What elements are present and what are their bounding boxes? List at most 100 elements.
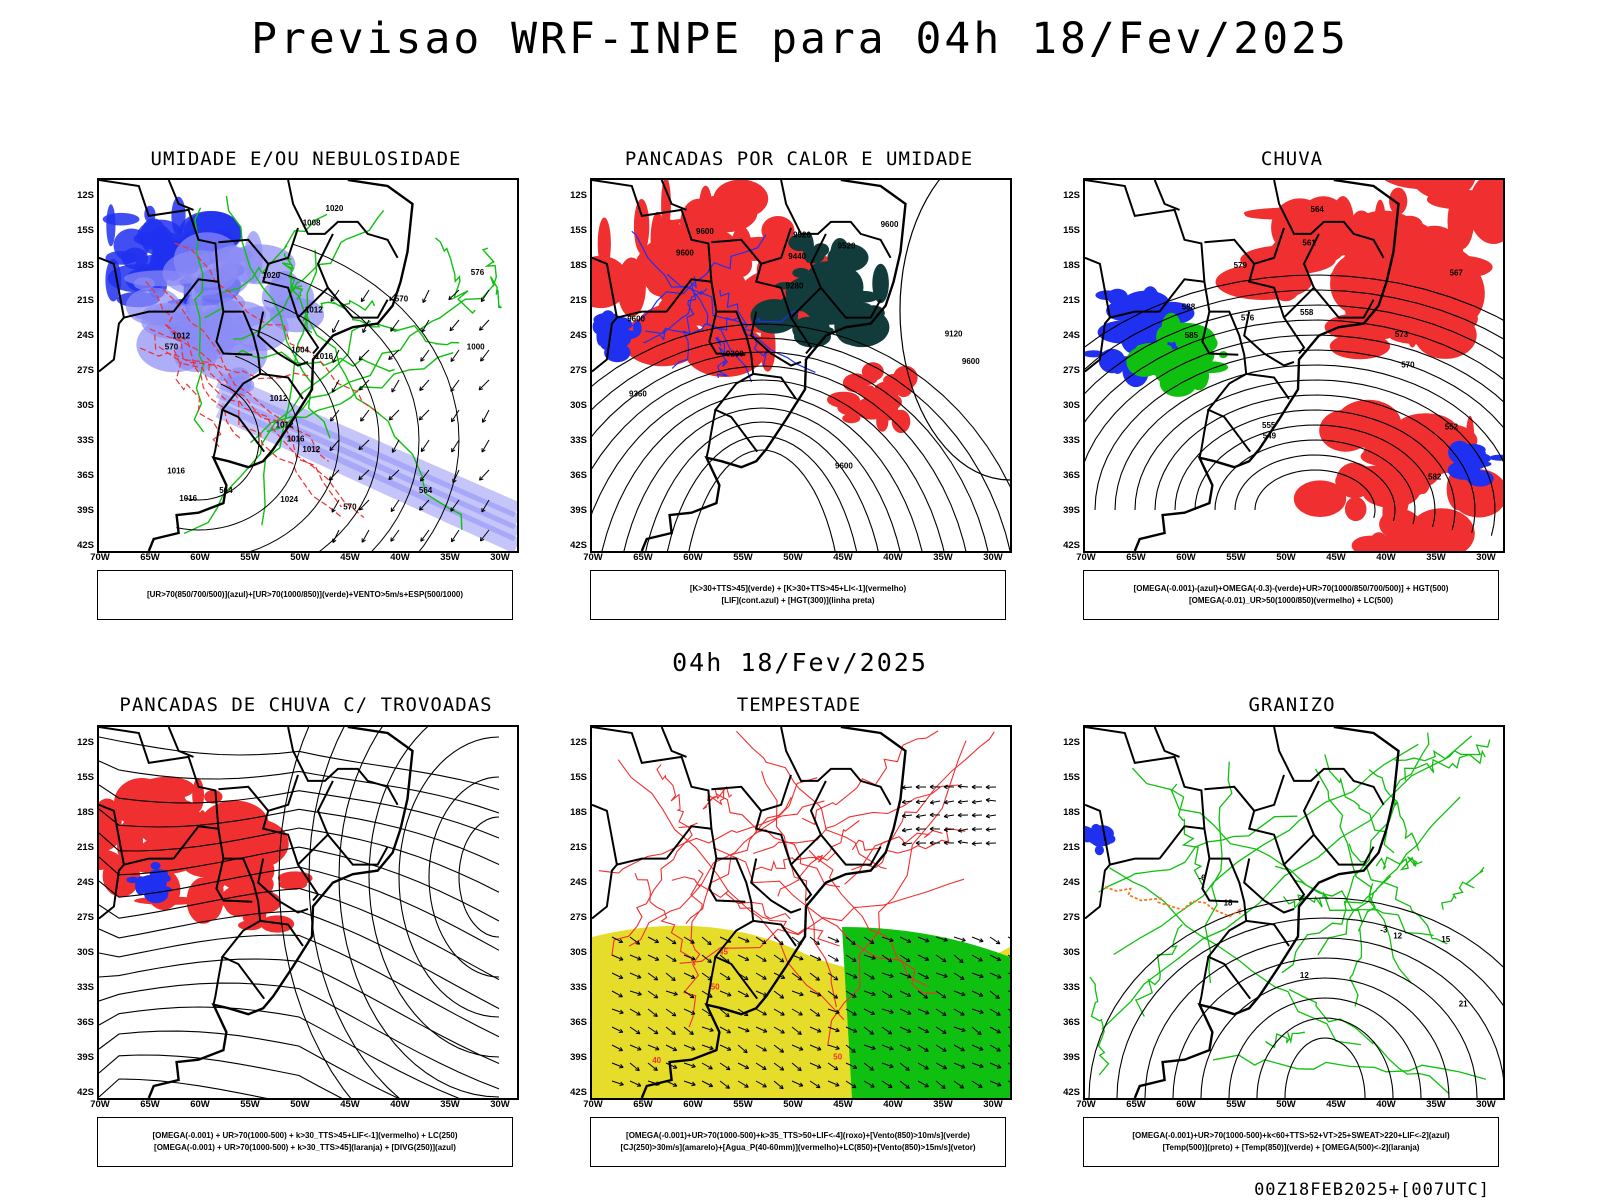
rain-blue-area	[1447, 440, 1503, 487]
coastline	[147, 727, 414, 1098]
height-300-contour	[688, 449, 836, 551]
political-border	[172, 825, 219, 860]
rain-red-area	[1215, 180, 1503, 360]
latitude-tick-label: 12S	[77, 737, 94, 748]
height-500-contour	[1254, 469, 1376, 519]
longitude-tick-label: 40W	[1376, 552, 1396, 563]
contour-label: -6	[1199, 873, 1207, 882]
temp-500-contour	[1200, 977, 1450, 1098]
humidity-low-contour	[281, 253, 304, 300]
longitude-tick-label: 55W	[240, 552, 260, 563]
contour-label: 1020	[326, 204, 344, 213]
political-border	[99, 256, 174, 319]
temp-850-contour	[1281, 875, 1392, 974]
lif-contour	[618, 234, 767, 329]
latitude-tick-label: 15S	[1063, 772, 1080, 783]
latitude-tick-label: 39S	[77, 505, 94, 516]
political-border	[261, 774, 320, 902]
humidity-low-contour	[233, 209, 385, 340]
contour-label: 9600	[835, 462, 853, 471]
temp-850-contour	[1204, 761, 1233, 984]
latitude-tick-label: 12S	[570, 737, 587, 748]
humidity-low-contour	[434, 237, 476, 315]
temp-850-contour	[1317, 796, 1461, 956]
temp-850-contour	[1368, 769, 1420, 851]
temp-850-contour	[1404, 749, 1486, 781]
political-border	[660, 727, 687, 758]
map-canvas: 9600 9600 9600 9600 9600 9600 9520 9440 9360 9280…	[592, 180, 1010, 551]
thickness-contour	[162, 289, 342, 508]
height-500-contour	[1174, 409, 1456, 531]
latitude-tick-label: 30S	[77, 947, 94, 958]
contour-label: 9600	[881, 220, 899, 229]
temp-500-contour	[1116, 917, 1503, 1098]
latitude-tick-label: 39S	[570, 505, 587, 516]
temp-850-contour	[1288, 988, 1450, 1095]
latitude-tick-label: 24S	[1063, 330, 1080, 341]
longitude-tick-label: 50W	[783, 552, 803, 563]
contour-label: 1016	[167, 467, 185, 476]
contour-label: 573	[1395, 330, 1409, 339]
longitude-tick-label: 70W	[90, 1099, 110, 1110]
contour-label: 40	[652, 1056, 661, 1065]
political-border	[705, 956, 717, 1005]
latitude-tick-label: 18S	[1063, 260, 1080, 271]
temp-850-contour	[1134, 924, 1183, 1017]
political-border	[790, 286, 882, 319]
latitude-tick-label: 33S	[77, 435, 94, 446]
political-border	[167, 727, 194, 758]
longitude-tick-label: 45W	[1326, 1099, 1346, 1110]
latitude-tick-label: 12S	[1063, 737, 1080, 748]
longitude-tick-label: 60W	[1176, 1099, 1196, 1110]
water-content-contour	[753, 851, 837, 872]
political-border	[287, 180, 399, 259]
contour-label: 1024	[280, 495, 298, 504]
political-border	[592, 180, 759, 453]
political-border	[708, 858, 746, 903]
latitude-tick-label: 30S	[1063, 400, 1080, 411]
coastline	[640, 180, 907, 551]
political-border	[592, 256, 667, 319]
temp-500-contour	[1228, 997, 1422, 1098]
contour-label: 9520	[838, 242, 856, 251]
political-border	[1273, 727, 1385, 806]
temp-850-contour	[1131, 767, 1363, 924]
humidity-low-contour	[305, 314, 463, 530]
political-border	[260, 372, 304, 400]
longitude-tick-label: 30W	[1476, 552, 1496, 563]
political-border	[705, 409, 717, 458]
panel-title: UMIDADE E/OU NEBULOSIDADE	[150, 148, 462, 170]
pressure-contour	[176, 355, 300, 531]
political-border	[780, 180, 892, 259]
contour-label: 9600	[696, 227, 714, 236]
height-300-contour	[601, 393, 923, 551]
contour-label: 585	[1185, 331, 1199, 340]
longitude-tick-label: 35W	[933, 552, 953, 563]
contour-label: 570	[165, 343, 179, 352]
height-300-contour	[592, 351, 989, 551]
political-border	[592, 727, 759, 1000]
panel-title: PANCADAS POR CALOR E UMIDADE	[624, 148, 974, 170]
contour-label: 570	[395, 294, 409, 303]
political-border	[592, 863, 618, 920]
latitude-tick-label: 36S	[77, 1017, 94, 1028]
latitude-tick-label: 12S	[1063, 190, 1080, 201]
map-canvas	[99, 727, 500, 1098]
contour-label: 561	[1302, 239, 1316, 248]
water-content-contour	[628, 777, 818, 947]
political-border	[1204, 785, 1255, 812]
forecast-map	[97, 725, 519, 1100]
height-500-contour	[1085, 274, 1503, 348]
latitude-tick-label: 21S	[1063, 295, 1080, 306]
streamline-gyre	[458, 816, 500, 938]
contour-label: 558	[1300, 308, 1314, 317]
contour-label: 9440	[788, 252, 806, 261]
latitude-tick-label: 21S	[570, 295, 587, 306]
streamline-gyre	[308, 727, 400, 1098]
longitude-tick-label: 65W	[140, 552, 160, 563]
latitude-tick-label: 18S	[570, 807, 587, 818]
latitude-tick-label: 27S	[570, 365, 587, 376]
longitude-tick-label: 40W	[883, 552, 903, 563]
political-border	[99, 863, 125, 920]
